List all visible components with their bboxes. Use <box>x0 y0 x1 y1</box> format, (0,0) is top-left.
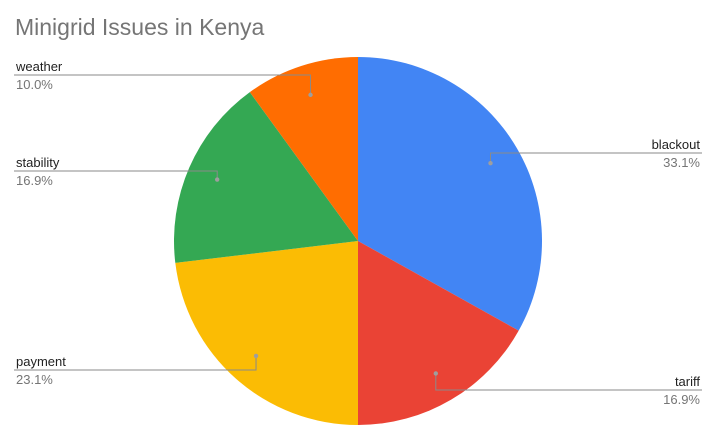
leader-line-blackout <box>489 152 702 164</box>
leader-line-tariff <box>435 373 702 391</box>
pie-slice-payment[interactable] <box>175 241 358 425</box>
pie-labels: blackout 33.1% tariff 16.9% payment 23.1% stab… <box>14 59 702 407</box>
slice-percent-stability: 16.9% <box>16 173 53 188</box>
slice-label-stability: stability <box>16 155 60 170</box>
chart-title: Minigrid Issues in Kenya <box>15 14 265 40</box>
slice-label-tariff: tariff <box>675 374 700 389</box>
leader-dot-stability <box>214 177 220 182</box>
slice-percent-blackout: 33.1% <box>663 155 700 170</box>
pie-slice-stability[interactable] <box>174 92 358 263</box>
leader-line-stability <box>14 170 218 180</box>
leader-line-weather <box>14 74 312 95</box>
slice-label-blackout: blackout <box>652 137 701 152</box>
leader-dot-weather <box>308 92 313 98</box>
pie-slice-blackout[interactable] <box>358 57 542 331</box>
slice-label-weather: weather <box>15 59 63 74</box>
leader-dot-tariff <box>433 371 438 376</box>
leader-dot-blackout <box>488 161 493 166</box>
leader-dot-payment <box>253 353 259 359</box>
slice-percent-tariff: 16.9% <box>663 392 700 407</box>
slice-percent-payment: 23.1% <box>16 372 53 387</box>
pie-slice-weather[interactable] <box>249 57 358 241</box>
pie-slices <box>174 57 542 425</box>
pie-slice-tariff[interactable] <box>358 241 519 425</box>
leader-line-payment <box>14 355 257 371</box>
slice-percent-weather: 10.0% <box>16 77 53 92</box>
slice-label-payment: payment <box>16 354 66 369</box>
